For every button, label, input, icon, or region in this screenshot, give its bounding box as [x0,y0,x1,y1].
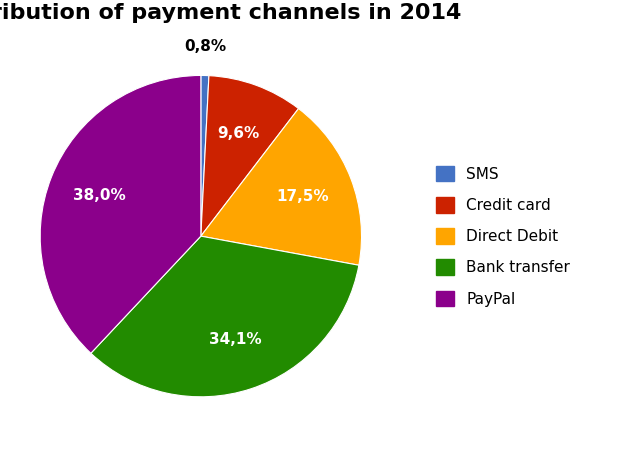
Wedge shape [91,236,359,397]
Text: 38,0%: 38,0% [73,188,125,203]
Legend: SMS, Credit card, Direct Debit, Bank transfer, PayPal: SMS, Credit card, Direct Debit, Bank tra… [430,159,576,313]
Title: Distribution of payment channels in 2014: Distribution of payment channels in 2014 [0,3,461,23]
Wedge shape [201,108,362,265]
Wedge shape [201,75,298,236]
Text: 34,1%: 34,1% [209,332,261,347]
Text: 0,8%: 0,8% [185,39,227,54]
Wedge shape [201,75,209,236]
Wedge shape [40,75,201,353]
Text: 9,6%: 9,6% [218,126,260,141]
Text: 17,5%: 17,5% [276,189,329,204]
